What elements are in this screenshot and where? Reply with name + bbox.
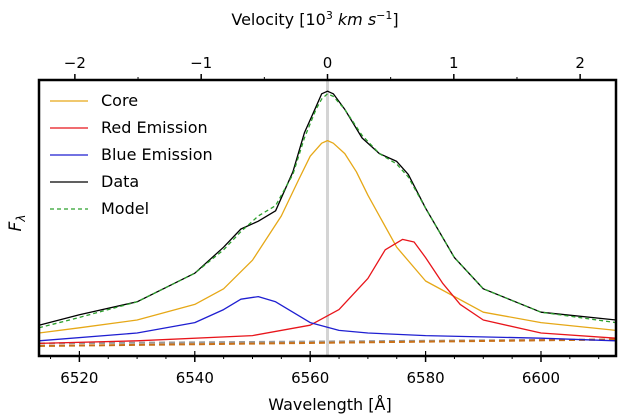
top-axis-label: Velocity [103 km s−1] xyxy=(231,9,398,29)
x-tick-label: 6520 xyxy=(60,369,98,387)
series-core xyxy=(38,139,617,334)
x-tick-label: 6600 xyxy=(522,369,560,387)
y-axis-label: Fλ xyxy=(6,215,28,232)
legend-label: Red Emission xyxy=(101,118,208,137)
series-lines xyxy=(38,90,617,345)
x-axis-label: Wavelength [Å] xyxy=(268,395,391,414)
x-tick-label: 6580 xyxy=(406,369,444,387)
legend-label: Core xyxy=(101,91,138,110)
legend-label: Data xyxy=(101,172,139,191)
series-red-emission xyxy=(38,238,617,345)
x-tick-label: 6560 xyxy=(291,369,329,387)
plot-area xyxy=(38,80,617,356)
legend-label: Model xyxy=(101,199,149,218)
series-data xyxy=(38,90,617,326)
series-model xyxy=(38,93,617,329)
top-tick-label: 2 xyxy=(575,54,585,72)
top-axis-ticks: −3−2−10123 xyxy=(64,54,585,80)
baselines xyxy=(38,338,617,347)
x-tick-label: 6540 xyxy=(176,369,214,387)
top-tick-label: −2 xyxy=(64,54,86,72)
legend: Core Red Emission Blue Emission Data Model xyxy=(50,91,213,218)
top-tick-label: 1 xyxy=(449,54,459,72)
baseline-1 xyxy=(38,338,617,347)
bottom-axis-ticks: 6520 6540 6560 6580 6600 xyxy=(50,351,600,387)
plot-frame xyxy=(37,78,618,358)
top-tick-label: −1 xyxy=(190,54,212,72)
top-tick-label: 0 xyxy=(323,54,333,72)
legend-label: Blue Emission xyxy=(101,145,213,164)
series-blue-emission xyxy=(38,295,617,342)
